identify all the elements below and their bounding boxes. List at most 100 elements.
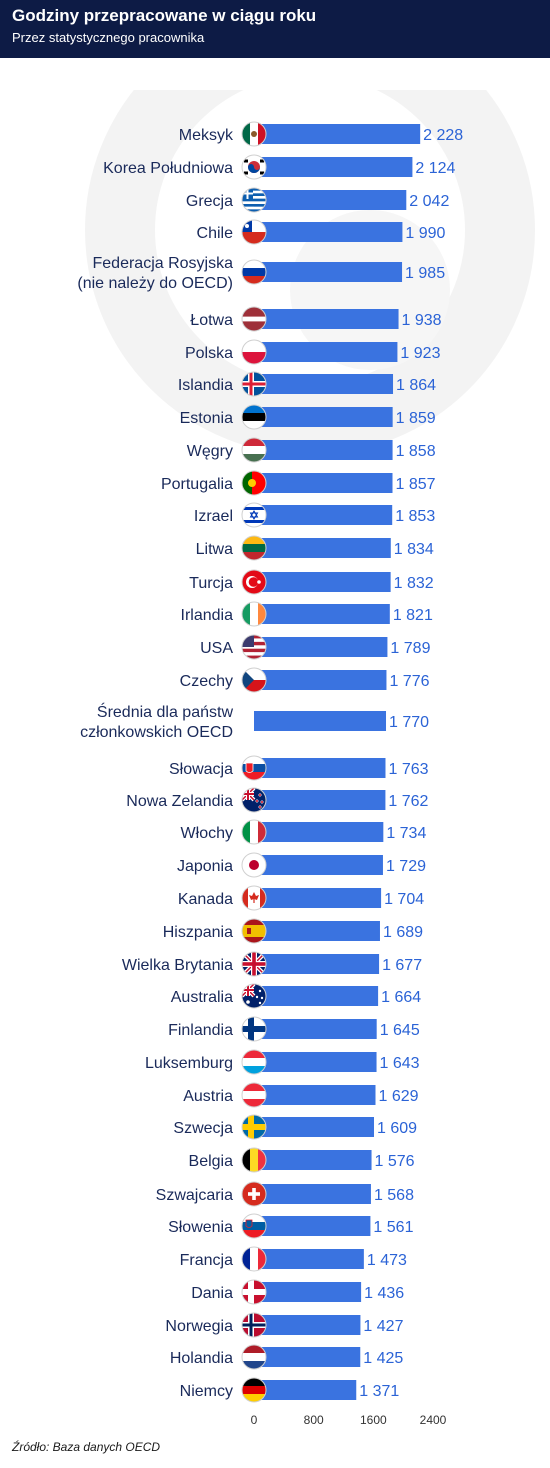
category-label: Estonia [180,410,233,427]
category-label: Kanada [178,891,233,908]
category-label: Australia [171,989,233,1006]
bar [254,855,383,875]
category-label: Chile [197,225,234,242]
turkey-flag-icon [241,569,267,595]
value-label: 1 776 [389,673,429,690]
x-tick-label: 0 [251,1413,258,1427]
norway-flag-icon [241,1312,267,1338]
category-label: (nie należy do OECD) [77,275,233,292]
category-label: Polska [185,345,233,362]
chart-row: Słowacja 1 763 [169,755,429,781]
value-label: 1 425 [363,1350,403,1367]
chart-row: Litwa 1 834 [196,535,434,561]
iceland-flag-icon [241,371,267,397]
chart-row: Wielka Brytania 1 677 [122,951,422,977]
chart-row: Australia 1 664 [171,983,421,1009]
value-label: 1 427 [363,1318,403,1335]
chart-row: Łotwa 1 938 [190,306,442,332]
category-label: Norwegia [165,1318,233,1335]
value-label: 1 677 [382,957,422,974]
sweden-flag-icon [241,1114,267,1140]
chart-row: Meksyk 2 228 [179,121,463,147]
category-label: Turcja [189,575,233,592]
value-label: 1 763 [388,761,428,778]
value-label: 1 436 [364,1285,404,1302]
bar [254,822,384,842]
greece-flag-icon [241,187,267,213]
mexico-flag-icon [241,121,267,147]
value-label: 1 859 [396,410,436,427]
japan-flag-icon [241,852,267,878]
poland-flag-icon [241,339,267,365]
bar [254,888,382,908]
category-label: USA [200,640,233,657]
value-label: 1 832 [394,575,434,592]
category-label: Portugalia [161,476,233,493]
chart-row: Węgry 1 858 [187,437,436,463]
bar [254,1117,375,1137]
chart-row: Finlandia 1 645 [168,1016,420,1042]
value-label: 1 689 [383,924,423,941]
canada-flag-icon [241,885,267,911]
value-label: 1 821 [393,607,433,624]
category-label: Włochy [181,825,233,842]
chart-row: Estonia 1 859 [180,404,436,430]
chart-row: Irlandia 1 821 [181,601,433,627]
belgium-flag-icon [241,1147,267,1173]
value-label: 1 938 [402,312,442,329]
x-tick-label: 2400 [420,1413,447,1427]
bar [254,758,386,778]
chart-row: Grecja 2 042 [186,187,449,213]
value-label: 2 042 [409,193,449,210]
bar [254,407,393,427]
chart-row: Islandia 1 864 [178,371,436,397]
bar [254,1019,377,1039]
value-label: 1 857 [396,476,436,493]
chart-row: Polska 1 923 [185,339,441,365]
bar [254,190,407,210]
bar [254,505,393,525]
chart-row: Hiszpania 1 689 [163,918,423,944]
category-label: Węgry [187,443,233,460]
value-label: 2 124 [415,160,455,177]
chart-row: Japonia 1 729 [177,852,426,878]
category-label: Szwecja [173,1120,233,1137]
value-label: 1 568 [374,1187,414,1204]
category-label: Austria [183,1088,233,1105]
header: Godziny przepracowane w ciągu roku Przez… [0,0,550,58]
category-label: Izrael [194,508,233,525]
category-label: Słowenia [168,1219,233,1236]
value-label: 1 371 [359,1383,399,1400]
chart-row: Belgia 1 576 [189,1147,415,1173]
slovakia-flag-icon [241,755,267,781]
category-label: Belgia [189,1153,234,1170]
category-label: Słowacja [169,761,233,778]
latvia-flag-icon [241,306,267,332]
category-label: Grecja [186,193,233,210]
value-label: 1 645 [380,1022,420,1039]
category-label: Dania [191,1285,233,1302]
new-zealand-flag-icon [241,787,267,813]
estonia-flag-icon [241,404,267,430]
value-label: 1 704 [384,891,424,908]
australia-flag-icon [241,983,267,1009]
category-label: Czechy [180,673,233,690]
denmark-flag-icon [241,1279,267,1305]
category-label: Hiszpania [163,924,233,941]
value-label: 1 629 [378,1088,418,1105]
bar [254,1347,361,1367]
value-label: 1 664 [381,989,421,1006]
category-label: członkowskich OECD [80,724,233,741]
lithuania-flag-icon [241,535,267,561]
usa-flag-icon [241,634,267,660]
value-label: 1 473 [367,1252,407,1269]
chart-row: Szwecja 1 609 [173,1114,417,1140]
category-label: Nowa Zelandia [126,793,233,810]
bar [254,790,386,810]
spain-flag-icon [241,918,267,944]
value-label: 1 734 [386,825,426,842]
category-label: Łotwa [190,312,233,329]
bar [254,1282,362,1302]
italy-flag-icon [241,819,267,845]
category-label: Federacja Rosyjska [93,255,234,272]
